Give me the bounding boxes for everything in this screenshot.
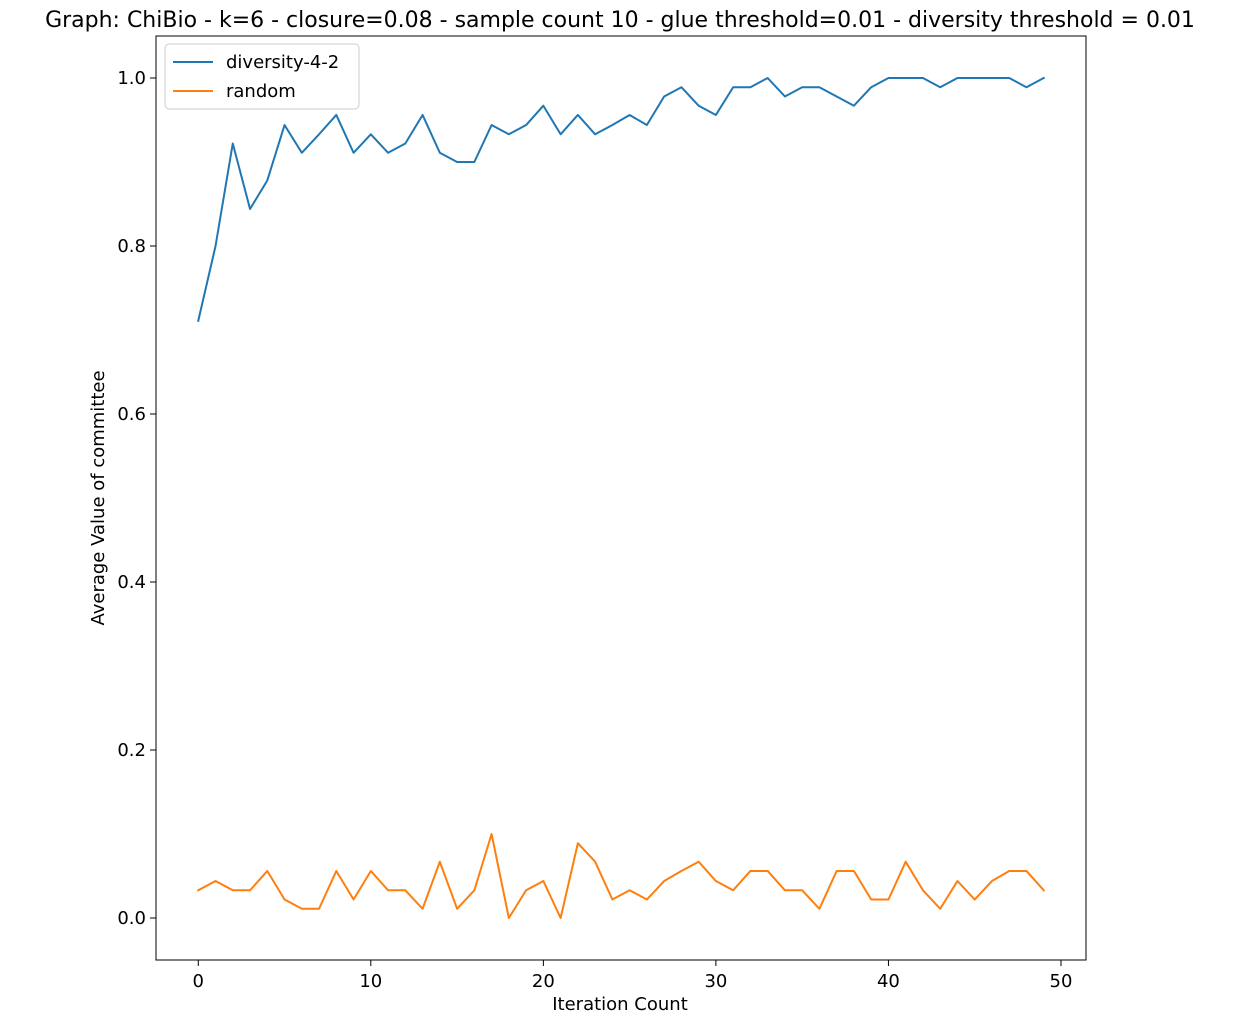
y-tick-label: 0.2	[117, 740, 146, 761]
legend-box	[164, 43, 360, 110]
legend-label-diversity: diversity-4-2	[226, 52, 339, 73]
x-tick-label: 20	[532, 971, 555, 992]
y-tick-label: 1.0	[117, 68, 146, 89]
chart-title: Graph: ChiBio - k=6 - closure=0.08 - sam…	[45, 8, 1195, 33]
y-axis-ticks: 0.0 0.2 0.4 0.6 0.8 1.0	[117, 68, 156, 929]
x-tick-label: 40	[877, 971, 900, 992]
axes-layer	[155, 35, 1087, 961]
x-tick-label: 30	[704, 971, 727, 992]
y-tick-label: 0.4	[117, 572, 146, 593]
x-axis-label: Iteration Count	[552, 994, 688, 1015]
y-tick-label: 0.8	[117, 236, 146, 257]
legend-label-random: random	[226, 81, 296, 102]
y-axis-label: Average Value of committee	[88, 370, 109, 625]
plot-area	[156, 36, 1086, 960]
x-tick-label: 50	[1050, 971, 1073, 992]
y-tick-label: 0.0	[117, 908, 146, 929]
y-tick-label: 0.6	[117, 404, 146, 425]
legend: diversity-4-2 random	[164, 43, 360, 110]
x-tick-label: 0	[193, 971, 204, 992]
series-layer	[196, 76, 1046, 919]
series-line-random	[196, 833, 1046, 919]
x-tick-label: 10	[359, 971, 382, 992]
plot-frame	[155, 35, 1087, 961]
x-axis-ticks: 0 10 20 30 40 50	[193, 960, 1073, 992]
series-line-diversity-4-2	[197, 76, 1046, 322]
